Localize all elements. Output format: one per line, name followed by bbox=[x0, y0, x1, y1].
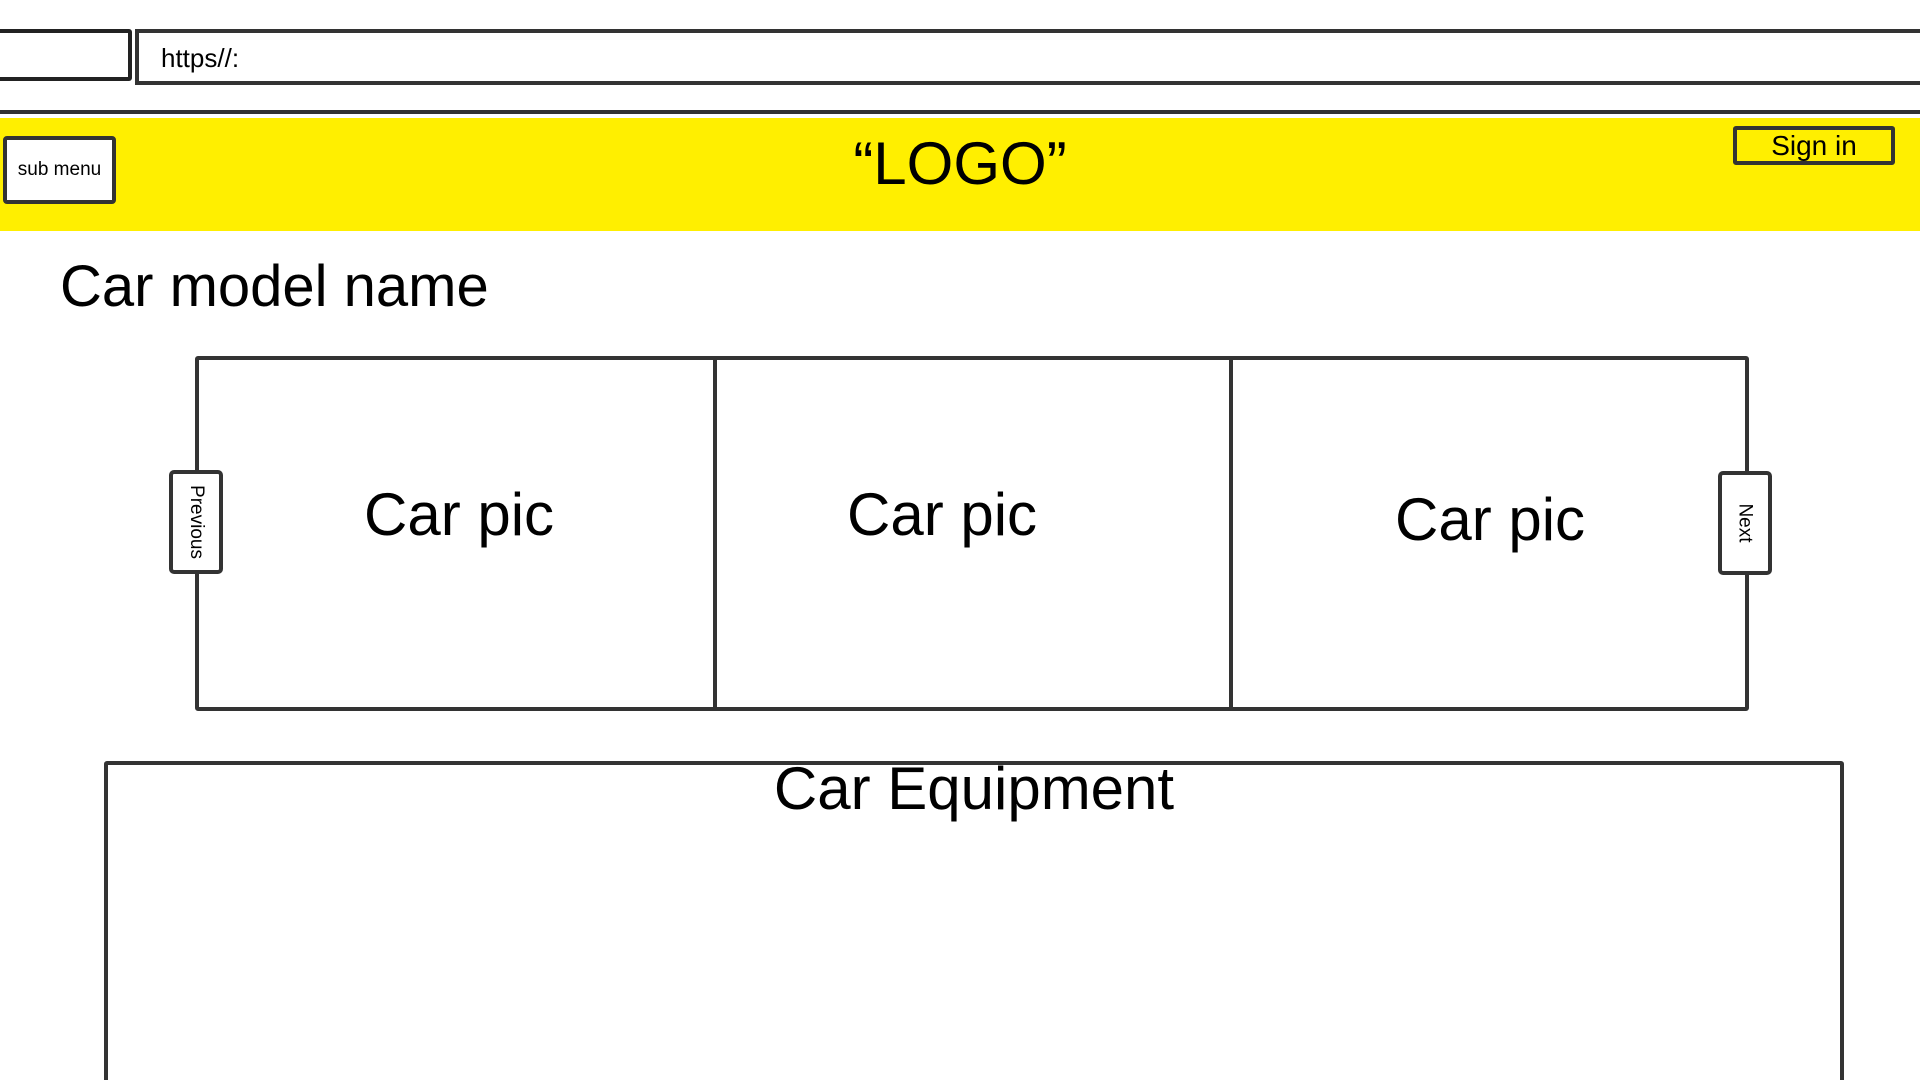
previous-label: Previous bbox=[186, 485, 208, 559]
car-pic-3: Car pic bbox=[1395, 486, 1586, 553]
browser-tab[interactable] bbox=[0, 29, 132, 81]
car-gallery: Car pic Car pic Car pic bbox=[195, 356, 1749, 711]
address-bar[interactable]: https//: bbox=[135, 29, 1920, 85]
car-pic-2: Car pic bbox=[847, 481, 1038, 548]
logo-text: “LOGO” bbox=[853, 130, 1067, 197]
gallery-divider bbox=[1229, 360, 1233, 707]
gallery-divider bbox=[713, 360, 717, 707]
next-label: Next bbox=[1734, 503, 1756, 543]
next-button[interactable]: Next bbox=[1718, 471, 1772, 575]
previous-button[interactable]: Previous bbox=[169, 470, 223, 574]
site-header: sub menu “LOGO” Sign in bbox=[0, 118, 1920, 231]
logo[interactable]: “LOGO” bbox=[0, 134, 1920, 194]
address-bar-text: https//: bbox=[161, 43, 240, 73]
car-pic-1: Car pic bbox=[364, 481, 555, 548]
browser-divider bbox=[0, 110, 1920, 114]
signin-button[interactable]: Sign in bbox=[1733, 126, 1895, 165]
car-equipment-panel: Car Equipment bbox=[104, 755, 1844, 1080]
car-equipment-title: Car Equipment bbox=[773, 755, 1175, 822]
submenu-button[interactable]: sub menu bbox=[3, 136, 116, 204]
page-title: Car model name bbox=[60, 254, 489, 319]
